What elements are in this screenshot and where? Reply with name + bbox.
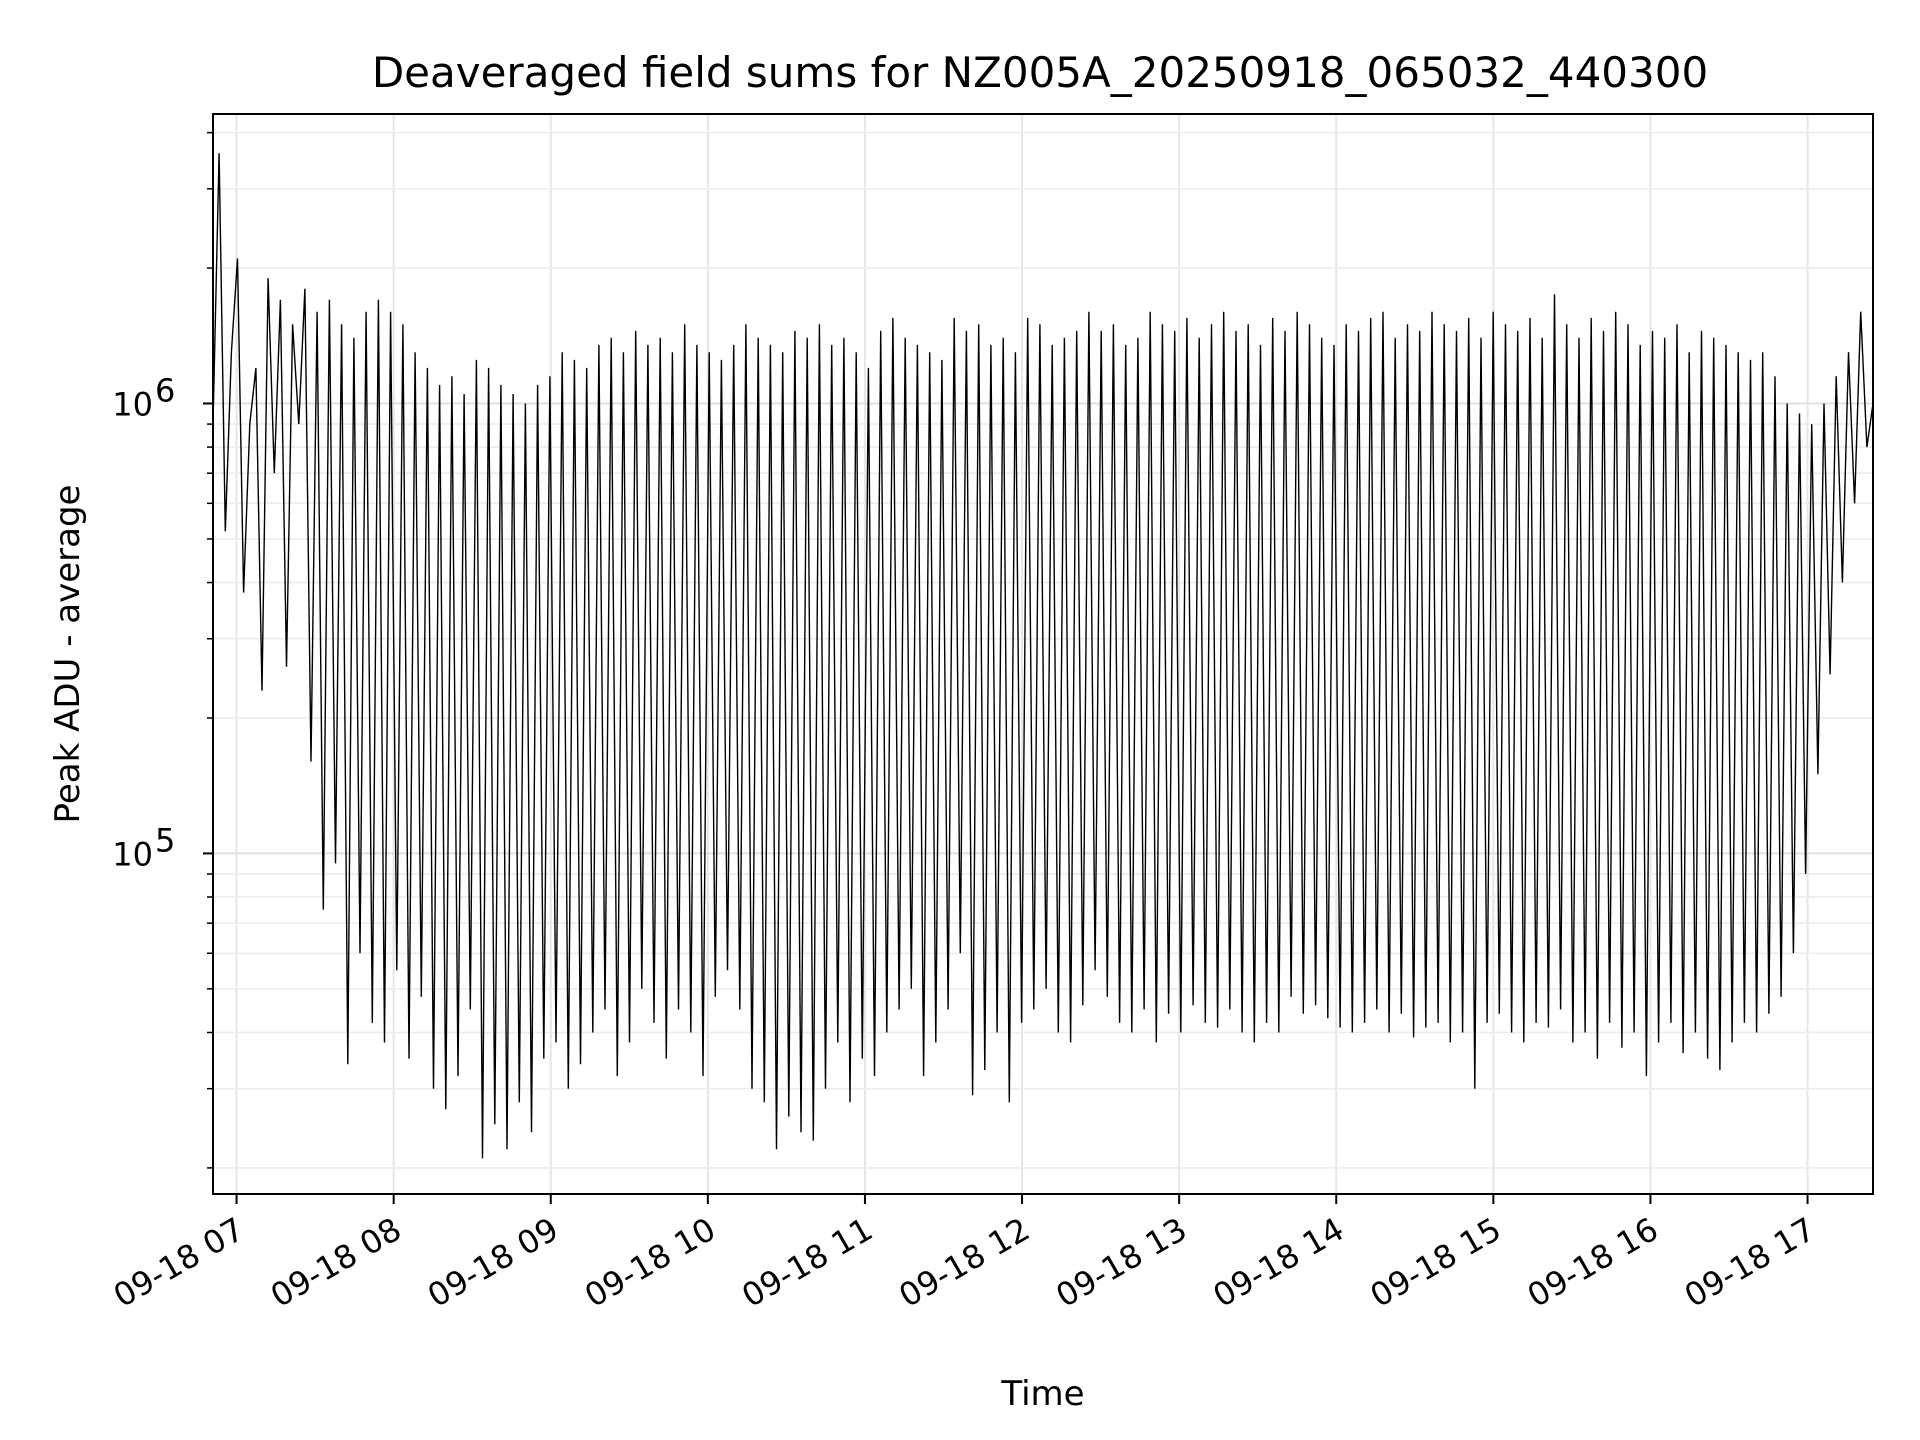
series-layer [212, 153, 1874, 1159]
plot-frame [212, 113, 1874, 1195]
chart-title: Deaveraged field sums for NZ005A_2025091… [372, 48, 1708, 97]
y-tick-label-exponent: 6 [155, 372, 175, 410]
x-axis-label: Time [1000, 1374, 1084, 1414]
y-tick-label: 10 [112, 835, 153, 873]
series-line-0 [212, 153, 1874, 1159]
y-tick-label-exponent: 5 [155, 821, 175, 859]
y-tick-label: 10 [112, 386, 153, 424]
y-axis-label: Peak ADU - average [48, 485, 88, 824]
